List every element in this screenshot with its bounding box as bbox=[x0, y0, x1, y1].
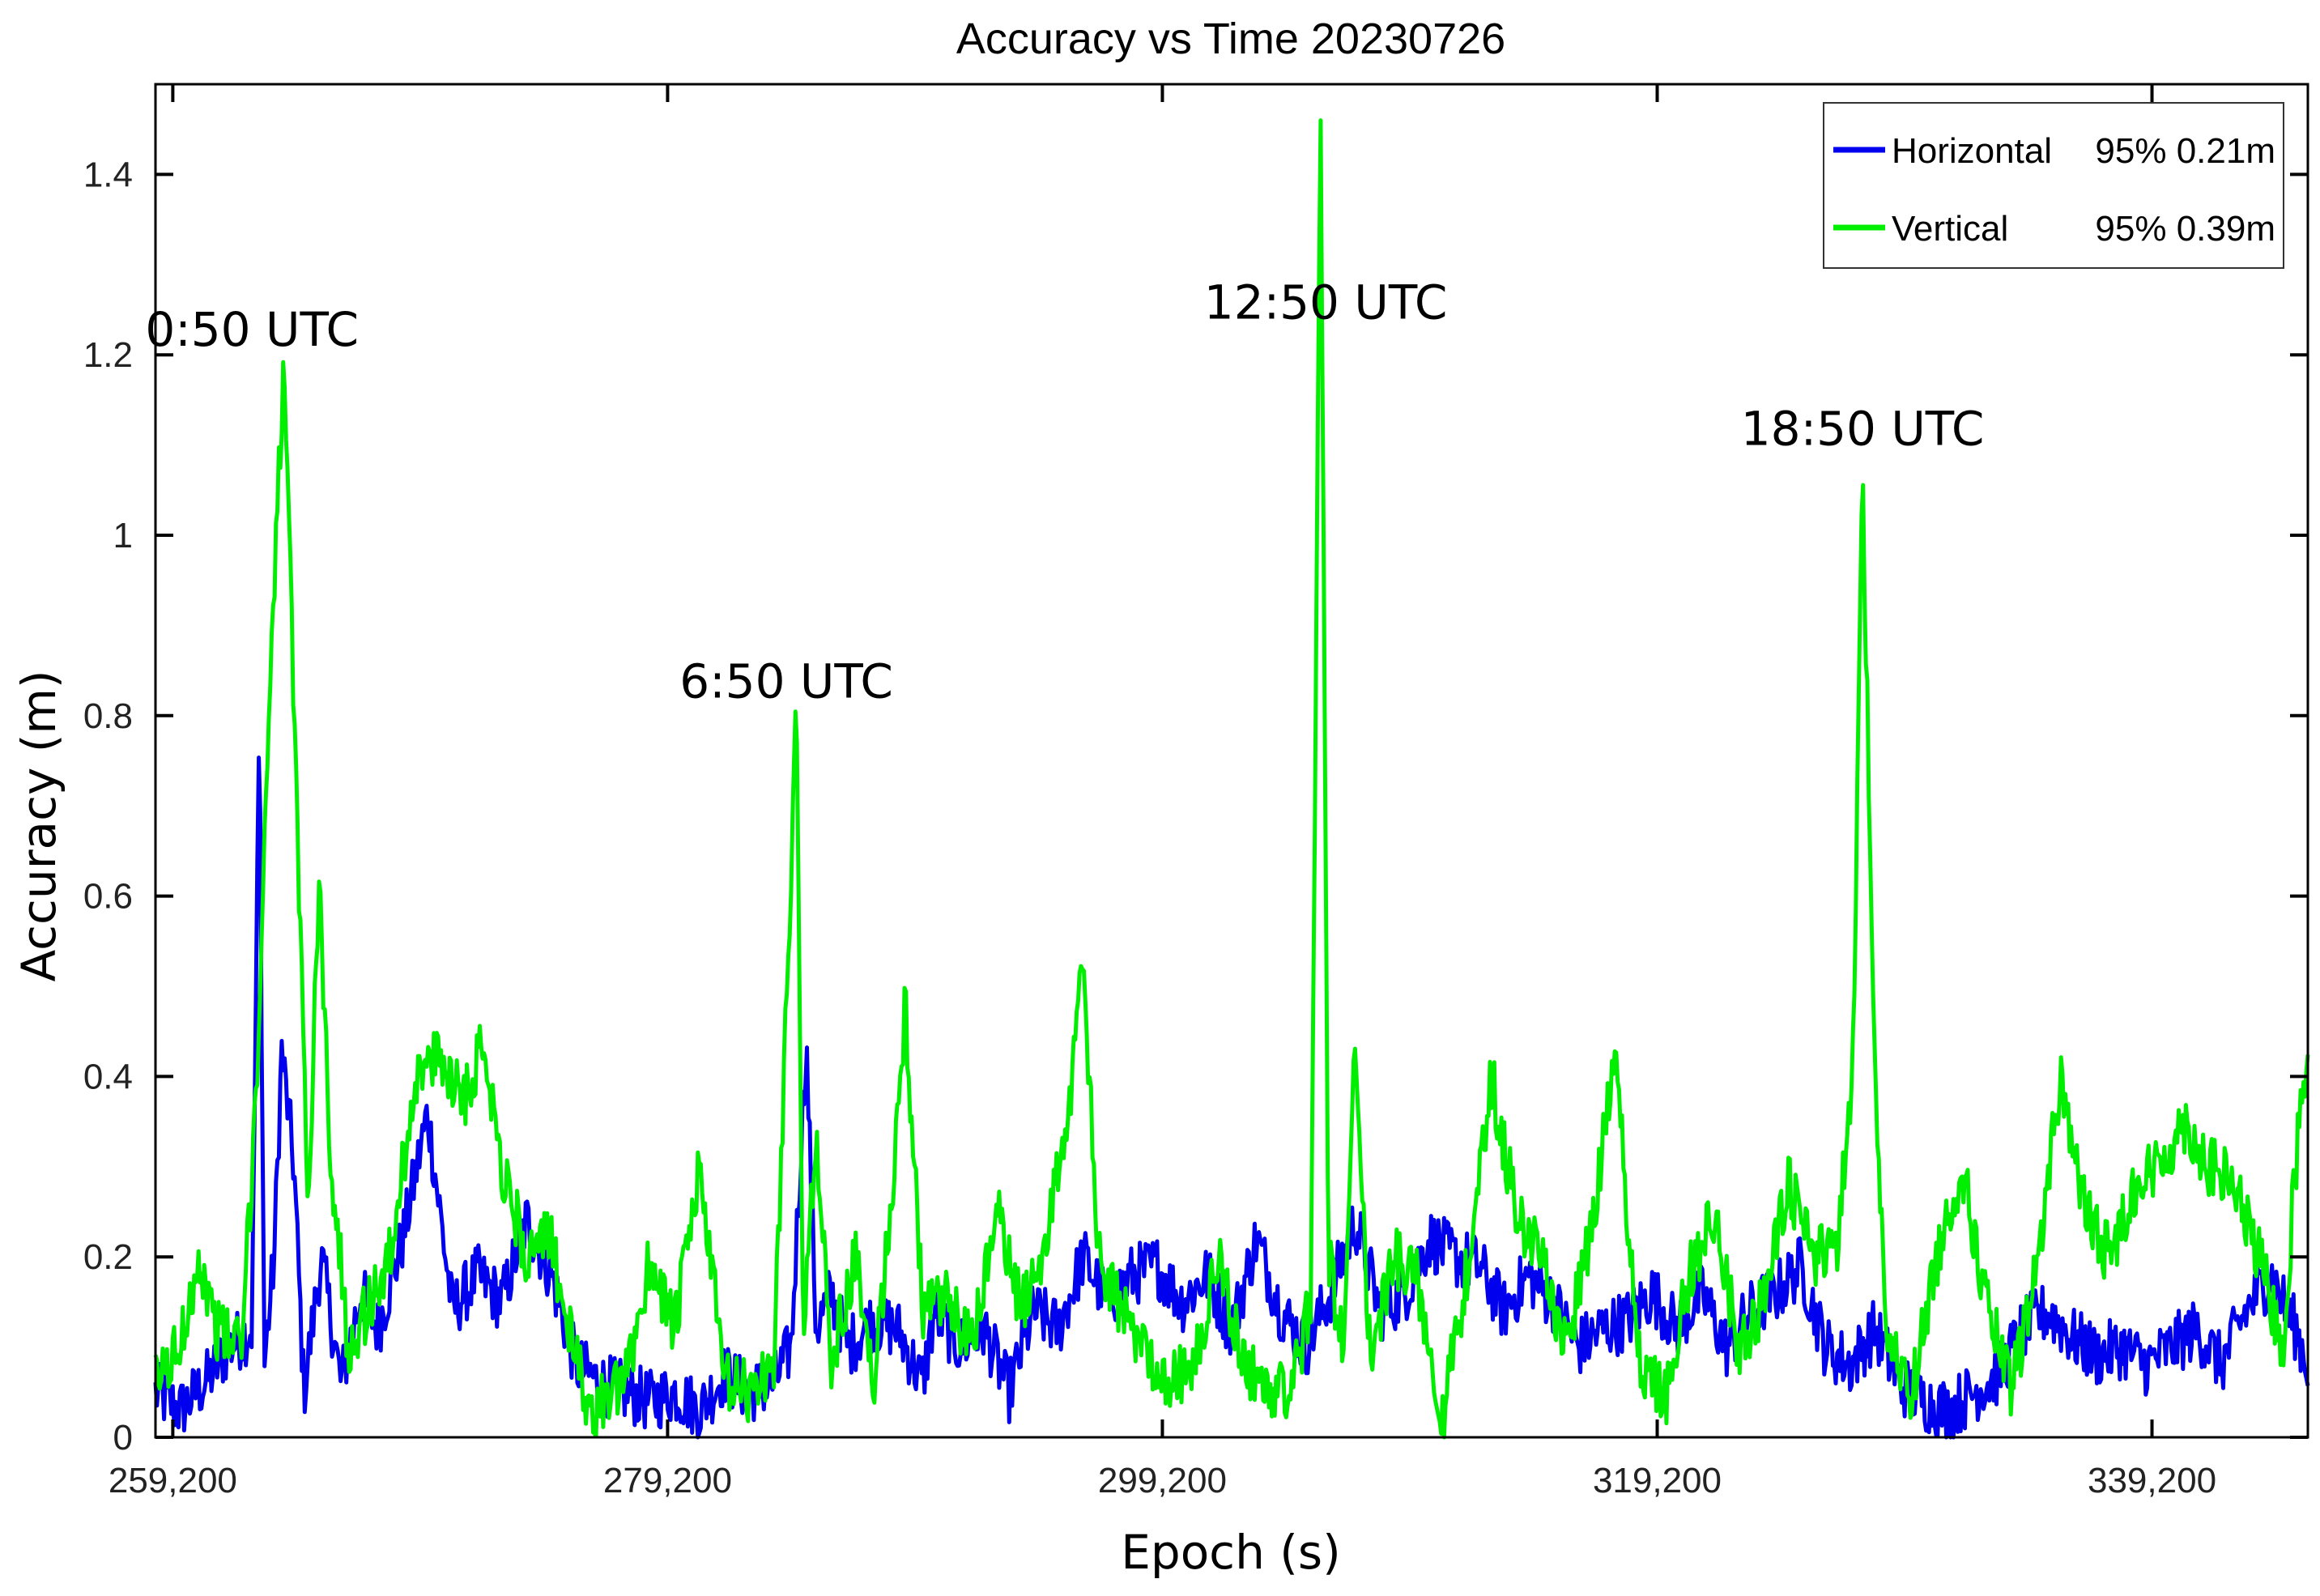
annotation-label: 0:50 UTC bbox=[145, 302, 359, 357]
y-tick-label: 0.8 bbox=[83, 696, 133, 736]
y-tick-label: 0.4 bbox=[83, 1057, 133, 1096]
y-tick-label: 0.6 bbox=[83, 877, 133, 917]
x-tick-label: 299,200 bbox=[1098, 1461, 1227, 1500]
legend-entry-name: Vertical bbox=[1892, 209, 2008, 249]
x-tick-label: 319,200 bbox=[1593, 1461, 1722, 1500]
y-tick-label: 0 bbox=[113, 1418, 133, 1458]
annotation-layer: 0:50 UTC 6:50 UTC 12:50 UTC 18:50 UTC bbox=[145, 275, 1984, 709]
x-tick-label: 279,200 bbox=[603, 1461, 732, 1500]
y-axis-label: Accuracy (m) bbox=[11, 670, 66, 982]
y-tick-label: 0.2 bbox=[83, 1237, 133, 1277]
legend-entry-stat: 95% 0.39m bbox=[2095, 209, 2275, 249]
legend-entry-stat: 95% 0.21m bbox=[2095, 131, 2275, 171]
plot-frame bbox=[154, 83, 2309, 1439]
annotation-label: 12:50 UTC bbox=[1204, 275, 1448, 330]
y-tick-label: 1.2 bbox=[83, 335, 133, 375]
legend-box bbox=[1823, 102, 2284, 269]
legend: Horizontal 95% 0.21m Vertical 95% 0.39m bbox=[1823, 102, 2284, 269]
chart-title: Accuracy vs Time 20230726 bbox=[956, 15, 1505, 63]
series-layer bbox=[153, 118, 2310, 1440]
series-line-vertical bbox=[153, 118, 2310, 1440]
x-tick-label: 259,200 bbox=[109, 1461, 237, 1500]
y-tick-label: 1.4 bbox=[83, 155, 133, 194]
axes-layer: 259,200 279,200 299,200 319,200 339,200 0 0.2 0… bbox=[83, 83, 2309, 1500]
y-tick-label: 1 bbox=[113, 516, 133, 555]
x-tick-label: 339,200 bbox=[2088, 1461, 2216, 1500]
annotation-label: 18:50 UTC bbox=[1741, 402, 1985, 457]
x-axis-label: Epoch (s) bbox=[1121, 1525, 1341, 1580]
legend-entry-name: Horizontal bbox=[1892, 131, 2052, 171]
annotation-label: 6:50 UTC bbox=[679, 654, 893, 709]
